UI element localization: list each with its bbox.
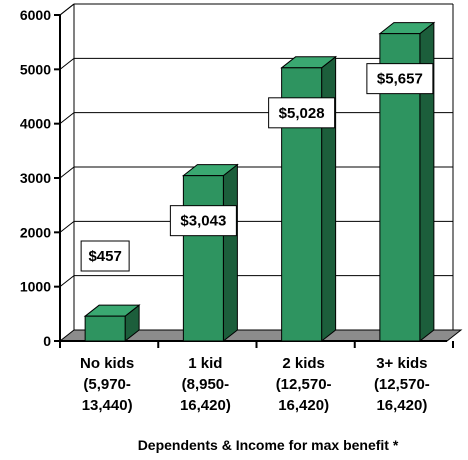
data-label-box — [169, 205, 237, 237]
data-label: $5,657 — [366, 63, 434, 95]
bar — [181, 163, 239, 343]
x-tick-label: 16,420) — [278, 397, 329, 414]
y-tick-label: 3000 — [20, 170, 51, 186]
bars — [83, 21, 436, 343]
x-tick-label: (12,570- — [276, 376, 332, 393]
x-tick-label: 16,420) — [180, 397, 231, 414]
data-label: $5,028 — [268, 97, 336, 129]
data-labels: $457 $3,043 $5,028 $5,657 — [80, 63, 434, 272]
y-tick-label: 0 — [43, 333, 51, 349]
bar-side — [222, 163, 238, 343]
bar — [378, 21, 436, 343]
x-tick-label: No kids — [80, 355, 134, 372]
category-labels: No kids (5,970- 13,440) 1 kid (8,950- 16,420)… — [80, 355, 430, 414]
x-tick-label: (5,970- — [83, 376, 131, 393]
x-tick-label: (12,570- — [374, 376, 430, 393]
y-tick-label: 1000 — [20, 279, 51, 295]
axes: 0 1000 2000 3000 4000 5000 6000 — [20, 3, 463, 349]
y-tick-label: 4000 — [20, 116, 51, 132]
x-tick-label: 1 kid — [188, 355, 222, 372]
y-axis-top-edge — [59, 3, 75, 16]
x-tick-label: 13,440) — [82, 397, 133, 414]
y-tick-label: 2000 — [20, 224, 51, 240]
x-tick-label: (8,950- — [182, 376, 230, 393]
y-tick-label: 5000 — [20, 61, 51, 77]
data-label-text: $5,657 — [377, 71, 423, 88]
gridline-diagonal — [59, 220, 75, 233]
gridline-diagonal — [59, 57, 75, 70]
x-tick-label: 2 kids — [282, 355, 325, 372]
x-tick-label: 3+ kids — [376, 355, 427, 372]
bar — [83, 304, 141, 343]
data-label-box — [366, 63, 434, 95]
x-tick-label: 16,420) — [376, 397, 427, 414]
gridline-diagonal — [59, 112, 75, 125]
data-label-text: $5,028 — [279, 105, 325, 122]
data-label: $3,043 — [169, 205, 237, 237]
data-label-text: $3,043 — [180, 213, 226, 230]
data-label-box — [268, 97, 336, 129]
gridline-diagonal — [59, 275, 75, 288]
data-label-text: $457 — [88, 248, 121, 265]
bar-front — [182, 175, 224, 342]
y-tick-label: 6000 — [20, 7, 51, 23]
gridline-diagonal — [59, 166, 75, 179]
x-axis-title: Dependents & Income for max benefit * — [138, 437, 399, 453]
bar-front — [84, 315, 126, 342]
data-label-box — [80, 240, 130, 272]
data-label: $457 — [80, 240, 130, 272]
